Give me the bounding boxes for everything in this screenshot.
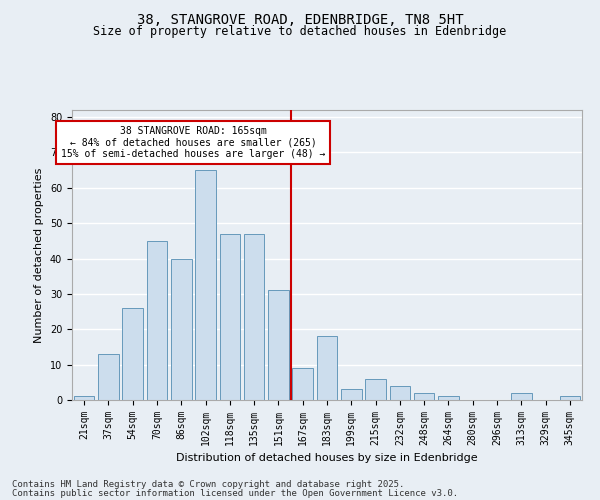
- Text: Contains public sector information licensed under the Open Government Licence v3: Contains public sector information licen…: [12, 489, 458, 498]
- Bar: [365, 379, 386, 400]
- Bar: [560, 396, 580, 400]
- Text: Size of property relative to detached houses in Edenbridge: Size of property relative to detached ho…: [94, 25, 506, 38]
- Bar: [98, 354, 119, 400]
- Bar: [341, 390, 362, 400]
- Bar: [511, 393, 532, 400]
- Text: 38, STANGROVE ROAD, EDENBRIDGE, TN8 5HT: 38, STANGROVE ROAD, EDENBRIDGE, TN8 5HT: [137, 12, 463, 26]
- Bar: [122, 308, 143, 400]
- Bar: [268, 290, 289, 400]
- Bar: [74, 396, 94, 400]
- Bar: [146, 241, 167, 400]
- Text: Contains HM Land Registry data © Crown copyright and database right 2025.: Contains HM Land Registry data © Crown c…: [12, 480, 404, 489]
- Bar: [414, 393, 434, 400]
- Bar: [438, 396, 459, 400]
- Bar: [317, 336, 337, 400]
- Text: 38 STANGROVE ROAD: 165sqm
← 84% of detached houses are smaller (265)
15% of semi: 38 STANGROVE ROAD: 165sqm ← 84% of detac…: [61, 126, 326, 159]
- Bar: [389, 386, 410, 400]
- Y-axis label: Number of detached properties: Number of detached properties: [34, 168, 44, 342]
- Bar: [244, 234, 265, 400]
- Bar: [195, 170, 216, 400]
- Bar: [220, 234, 240, 400]
- X-axis label: Distribution of detached houses by size in Edenbridge: Distribution of detached houses by size …: [176, 454, 478, 464]
- Bar: [292, 368, 313, 400]
- Bar: [171, 258, 191, 400]
